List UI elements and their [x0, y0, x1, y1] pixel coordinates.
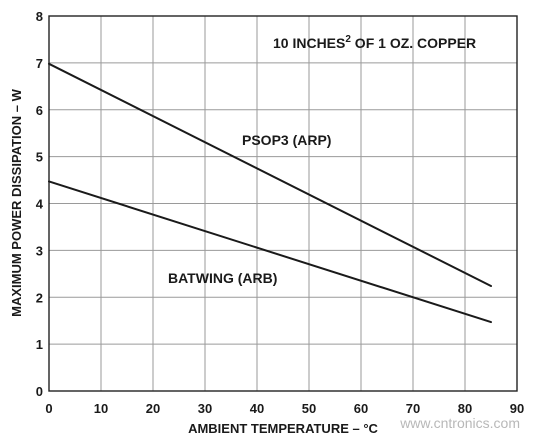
y-tick-label: 6	[36, 103, 43, 118]
y-tick-label: 2	[36, 290, 43, 305]
x-tick-label: 60	[354, 401, 368, 416]
y-tick-label: 8	[36, 9, 43, 24]
x-axis-title: AMBIENT TEMPERATURE – °C	[188, 421, 378, 436]
series-line-batwing	[48, 180, 492, 324]
y-tick-label: 3	[36, 243, 43, 258]
y-tick-labels: 0 1 2 3 4 5 6 7 8	[36, 9, 44, 399]
y-tick-label: 7	[36, 56, 43, 71]
series-line-psop3	[48, 62, 492, 287]
copper-annotation: 10 INCHES2 OF 1 OZ. COPPER	[273, 34, 476, 51]
series-label-psop3: PSOP3 (ARP)	[242, 132, 331, 148]
x-tick-label: 40	[250, 401, 264, 416]
x-tick-label: 30	[198, 401, 212, 416]
x-tick-label: 90	[510, 401, 524, 416]
series-lines	[48, 62, 492, 324]
x-tick-label: 70	[406, 401, 420, 416]
watermark-text: www.cntronics.com	[399, 415, 520, 431]
y-axis-title: MAXIMUM POWER DISSIPATION – W	[9, 88, 24, 316]
grid-lines	[49, 16, 517, 391]
x-tick-label: 0	[45, 401, 52, 416]
y-tick-label: 5	[36, 150, 43, 165]
x-tick-label: 20	[146, 401, 160, 416]
annotation-superscript: 2	[345, 34, 351, 45]
annotation-prefix: 10 INCHES	[273, 35, 345, 51]
y-tick-label: 4	[36, 197, 44, 212]
annotation-suffix: OF 1 OZ. COPPER	[351, 35, 476, 51]
x-tick-label: 50	[302, 401, 316, 416]
x-tick-label: 10	[94, 401, 108, 416]
y-tick-label: 0	[36, 384, 43, 399]
x-tick-label: 80	[458, 401, 472, 416]
plot-frame	[48, 15, 518, 392]
x-tick-labels: 0 10 20 30 40 50 60 70 80 90	[45, 401, 524, 416]
series-label-batwing: BATWING (ARB)	[168, 270, 277, 286]
y-tick-label: 1	[36, 337, 43, 352]
